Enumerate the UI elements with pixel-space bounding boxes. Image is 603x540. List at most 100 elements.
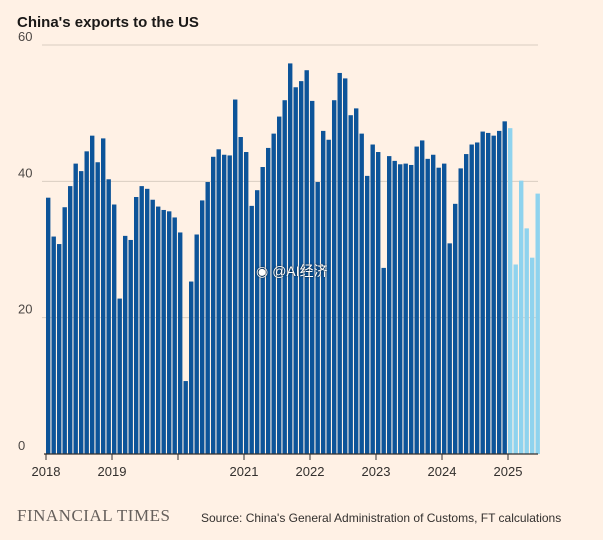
y-tick-label: 0 [18,438,25,453]
bar [447,243,452,454]
bar [255,190,260,454]
bar [183,381,188,454]
bar [156,206,161,454]
bar [249,205,254,454]
bar [431,154,436,454]
x-tick-label: 2018 [32,464,61,479]
bar [425,158,430,454]
bar [365,175,370,454]
bar [288,63,293,454]
source-note: Source: China's General Administration o… [201,511,562,525]
bar [310,100,315,455]
bar [458,168,463,454]
bar [73,163,78,455]
bar [508,128,513,454]
bar [282,100,287,454]
x-tick-label: 2023 [362,464,391,479]
bar [392,160,397,454]
bar [348,115,353,455]
bar [513,264,518,454]
bar [161,209,166,454]
bar [491,135,496,454]
bar [436,167,441,454]
y-tick-label: 40 [18,165,32,180]
bar [117,298,122,454]
bar [414,146,419,454]
bar [57,244,62,454]
bar [370,144,375,454]
bar [128,239,133,454]
bar [293,87,298,454]
bar [178,232,183,454]
bar [475,142,480,455]
bar [530,257,535,454]
bar [222,154,227,454]
bar [172,217,177,454]
bar [376,152,381,454]
bar [332,100,337,454]
bar [205,182,210,454]
bar [68,186,73,455]
bar [238,137,243,454]
bar [524,228,529,454]
bar [453,203,458,454]
bar [134,197,139,454]
bar [299,81,304,454]
bar [266,147,271,454]
bar [343,78,348,455]
bar [150,199,155,454]
bar [497,130,502,454]
bar [167,211,172,454]
bar [106,179,111,455]
bar [486,132,491,454]
bar [90,135,95,454]
bar [442,163,447,455]
chart-title: China's exports to the US [17,14,199,31]
bar [227,155,232,454]
watermark-text: @AI经济 [272,263,328,279]
bar [139,186,144,455]
bar [502,121,507,454]
bar [200,200,205,454]
bar [326,139,331,454]
bar [62,207,67,454]
bar [194,234,199,454]
bar [304,70,309,454]
bar-chart: 0 20 40 60 2018 2019 2021 2022 2023 2024 2025 [18,29,540,479]
bar [271,133,276,454]
watermark: ◉ @AI经济 [256,261,328,281]
bar [321,130,326,454]
bar [216,149,221,455]
weibo-icon: ◉ [256,262,269,279]
x-tick-label: 2021 [230,464,259,479]
bar [354,108,359,454]
bar [260,167,265,454]
bar [84,151,89,454]
bar [398,164,403,455]
bar [51,236,56,454]
bar [359,133,364,454]
bar [189,281,194,454]
bar [112,204,117,454]
bar [409,164,414,454]
bar [403,163,408,455]
bar [145,188,150,454]
bar [123,235,128,454]
bar [480,131,485,454]
bar [46,197,51,454]
bar [79,171,84,455]
bar [420,140,425,454]
bar [95,162,100,454]
bar [387,156,392,455]
bar [464,154,469,454]
bar [101,138,106,454]
bar-layer [46,63,540,455]
bar [233,99,238,454]
x-tick-label: 2022 [296,464,325,479]
bar [211,156,216,455]
bar [381,267,386,454]
bar [469,144,474,454]
bar [277,116,282,454]
y-tick-label: 60 [18,29,32,44]
bar [244,152,249,454]
